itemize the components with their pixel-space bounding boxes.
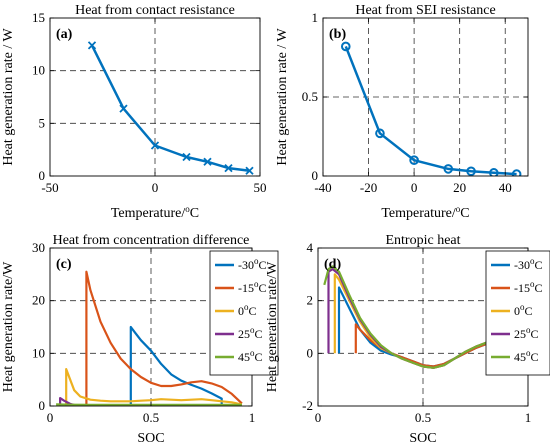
y-axis-label: Heat generation rate/W <box>265 261 280 392</box>
series-line-1 <box>344 45 517 176</box>
panel-label: (a) <box>56 27 73 42</box>
y-tick-label: 20 <box>32 293 45 308</box>
data-point <box>245 166 254 175</box>
legend-label: 0oC <box>238 302 257 318</box>
y-axis-label: Heat generation rate / W <box>1 28 16 166</box>
y-tick-label: 0 <box>307 345 314 360</box>
x-tick-label: 0.5 <box>415 410 431 425</box>
x-tick-label: -40 <box>314 180 331 195</box>
y-tick-label: 0 <box>39 168 46 183</box>
data-point <box>466 166 476 176</box>
series-line-2 <box>85 270 243 406</box>
x-tick-label: 20 <box>453 180 466 195</box>
series-line-3 <box>65 368 243 406</box>
y-tick-label: 0.5 <box>302 89 318 104</box>
panel-label: (d) <box>324 257 341 272</box>
plot-area <box>87 41 254 175</box>
y-tick-label: 0 <box>312 168 319 183</box>
x-tick-label: 0 <box>411 180 418 195</box>
chart-title: Heat from SEI resistance <box>355 3 495 18</box>
y-tick-label: 15 <box>32 10 45 25</box>
data-point <box>511 169 522 176</box>
y-tick-label: 30 <box>32 240 45 255</box>
plot-area <box>340 41 522 176</box>
data-point <box>150 141 160 150</box>
x-tick-label: 0 <box>47 410 54 425</box>
legend-label: 45oC <box>238 348 263 364</box>
legend: -30oC -15oC 0oC 25oC 45oC <box>485 250 550 376</box>
panel-label: (b) <box>329 27 346 42</box>
x-tick-label: 1 <box>525 410 532 425</box>
data-point <box>224 163 233 173</box>
series-line-1 <box>90 44 250 172</box>
series-line-5 <box>56 403 242 406</box>
x-axis-label: Temperature/oC <box>381 204 469 221</box>
data-point <box>340 41 351 52</box>
x-tick-label: 0.5 <box>143 410 159 425</box>
data-point <box>119 104 128 113</box>
y-tick-label: -2 <box>302 398 313 413</box>
legend-label: -15oC <box>238 279 267 295</box>
x-tick-label: 0 <box>315 410 322 425</box>
y-tick-label: 10 <box>32 63 45 78</box>
y-tick-label: 5 <box>39 115 46 130</box>
x-tick-label: -20 <box>360 180 377 195</box>
x-axis-label: SOC <box>409 431 436 446</box>
x-axis-label: SOC <box>137 431 164 446</box>
data-point <box>87 41 97 50</box>
y-tick-label: 10 <box>32 345 45 360</box>
legend-label: 25oC <box>238 325 263 341</box>
legend-box <box>209 250 279 376</box>
legend-label: 45oC <box>514 348 539 364</box>
legend-label: -15oC <box>514 279 543 295</box>
x-tick-label: 50 <box>254 180 267 195</box>
y-tick-label: 1 <box>312 10 319 25</box>
y-tick-label: 2 <box>307 293 314 308</box>
plot-area <box>56 270 243 406</box>
x-axis-label: Temperature/oC <box>111 204 199 221</box>
series-line-1 <box>129 325 223 406</box>
data-point <box>409 155 419 165</box>
chart-title: Heat from concentration difference <box>53 233 250 248</box>
panel-2: -40 -20 0 20 40 0 0.5 1 Heat from SEI resistance… <box>275 3 529 221</box>
y-axis-label: Heat generation rate/W <box>1 261 16 392</box>
legend-label: 0oC <box>514 302 533 318</box>
legend-label: -30oC <box>514 256 543 272</box>
data-point <box>443 164 454 174</box>
legend-label: 25oC <box>514 325 539 341</box>
x-tick-label: 1 <box>249 410 256 425</box>
panel-label: (c) <box>56 257 72 272</box>
legend: -30oC -15oC 0oC 25oC 45oC <box>209 250 279 376</box>
y-tick-label: 4 <box>307 240 314 255</box>
data-point <box>489 168 499 176</box>
legend-box <box>485 250 550 376</box>
legend-label: -30oC <box>238 256 267 272</box>
x-tick-label: 0 <box>152 180 159 195</box>
data-point <box>203 157 212 166</box>
y-axis-label: Heat generation rate / W <box>275 28 290 166</box>
x-tick-label: -50 <box>41 180 58 195</box>
chart-title: Entropic heat <box>385 233 460 248</box>
data-point <box>182 152 191 162</box>
chart-title: Heat from contact resistance <box>75 3 235 18</box>
data-point <box>375 128 385 139</box>
x-tick-label: 40 <box>499 180 512 195</box>
y-tick-label: 0 <box>39 398 46 413</box>
